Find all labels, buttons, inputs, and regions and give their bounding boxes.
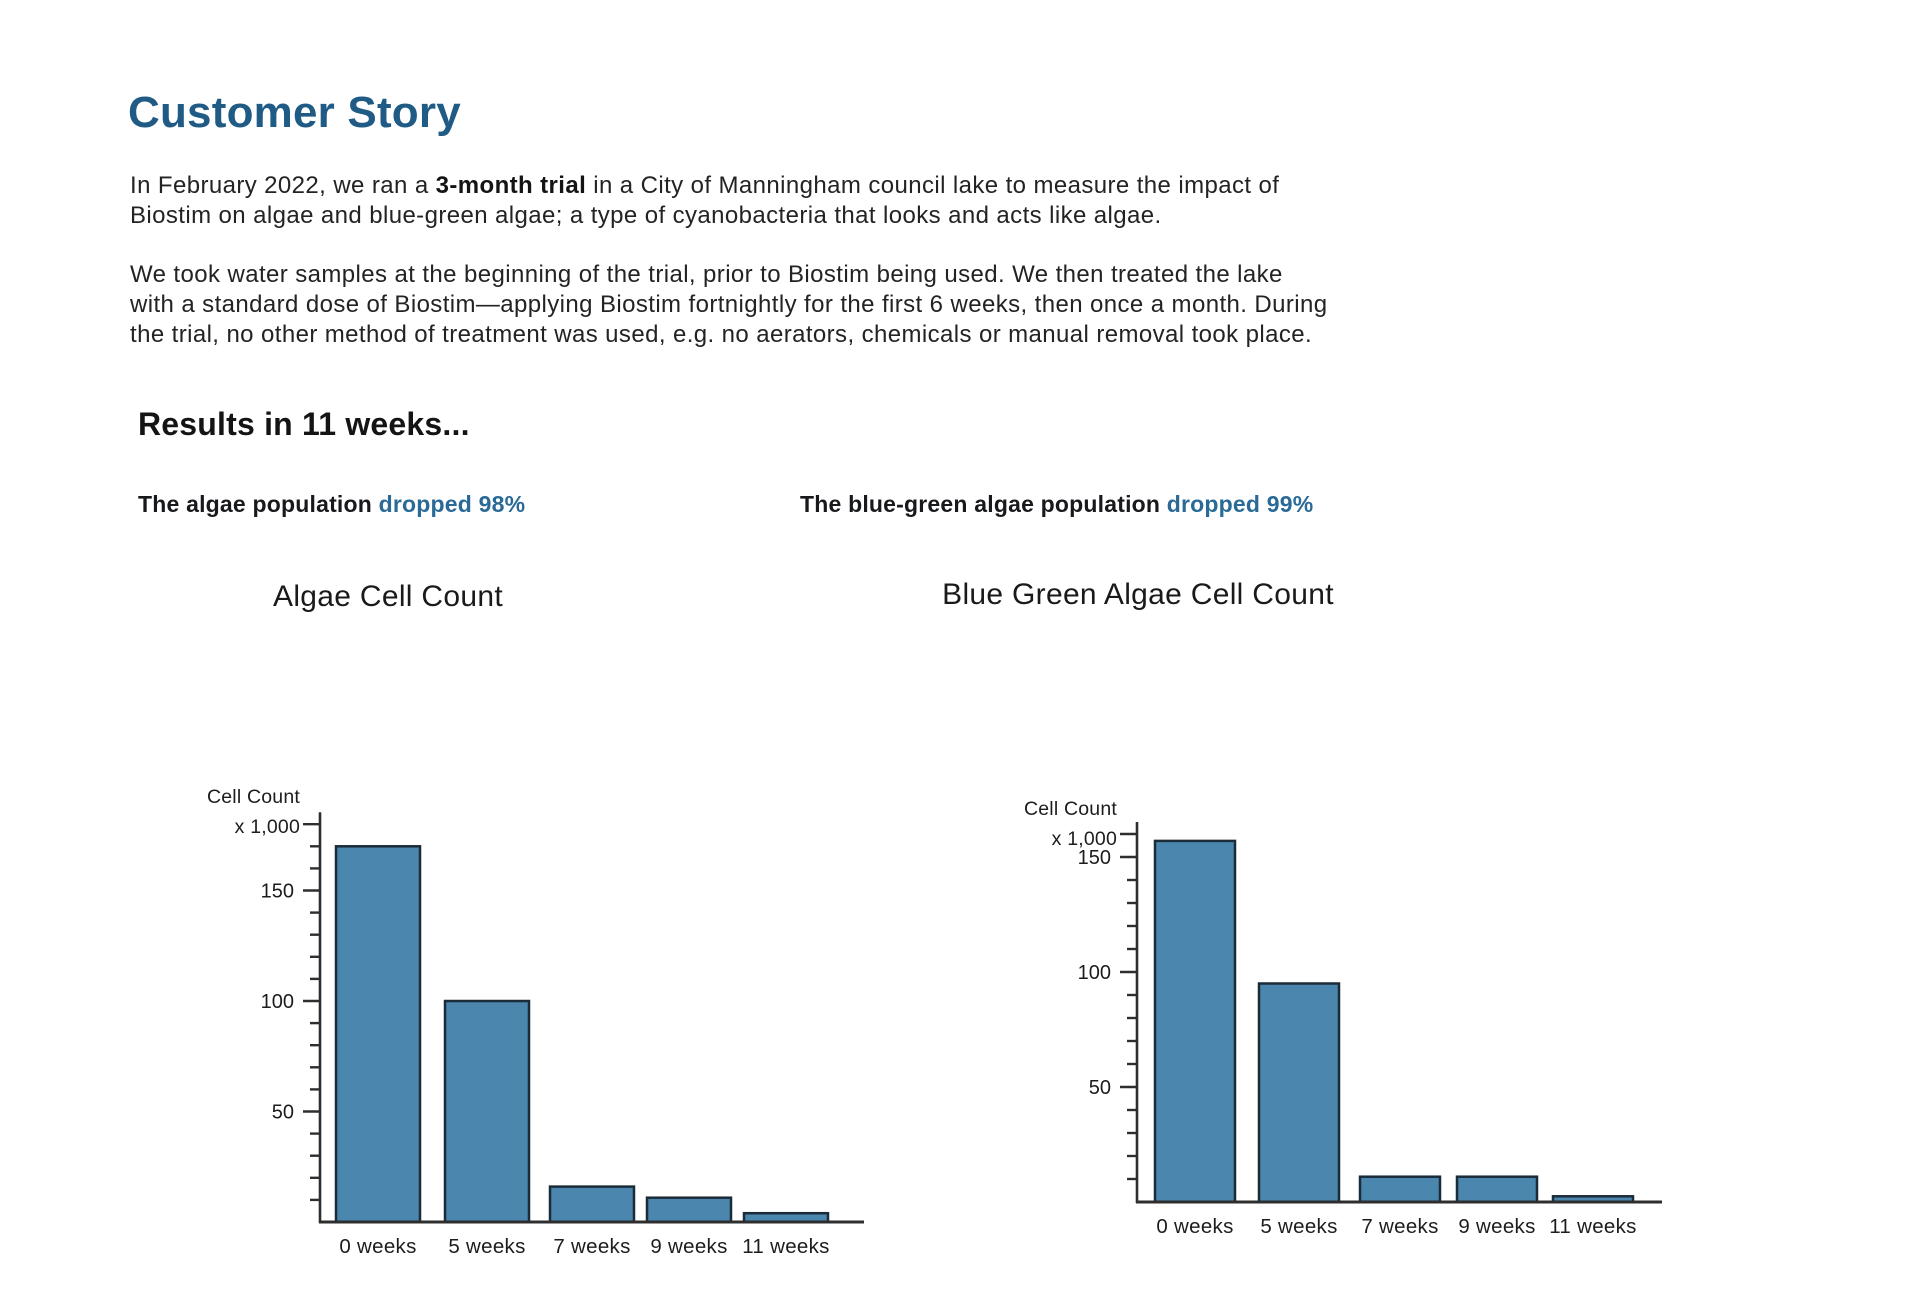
trial-line-1: We took water samples at the beginning o…	[130, 261, 1283, 288]
trial-line-3: the trial, no other method of treatment …	[130, 321, 1313, 348]
caption-blue-green-algae: The blue-green algae population dropped …	[800, 491, 1313, 518]
bar-0-weeks	[334, 845, 422, 1224]
intro-line1-bold: 3-month trial	[435, 172, 587, 199]
trial-paragraph: We took water samples at the beginning o…	[130, 260, 1328, 350]
intro-line-1: In February 2022, we ran a 3-month trial…	[130, 171, 1279, 201]
intro-line-2: Biostim on algae and blue-green algae; a…	[130, 202, 1162, 229]
intro-line1-before: In February 2022, we ran a	[130, 172, 436, 199]
caption-blue-green-prefix: The blue-green algae population	[800, 491, 1167, 517]
x-category-label: 9 weeks	[1458, 1215, 1535, 1238]
caption-algae-highlight: dropped 98%	[378, 491, 526, 517]
results-heading: Results in 11 weeks...	[138, 406, 470, 442]
chart-title-blue-green: Blue Green Algae Cell Count	[942, 578, 1334, 611]
caption-blue-green-highlight: dropped 99%	[1166, 491, 1314, 517]
caption-algae-prefix: The algae population	[138, 491, 379, 517]
y-axis-label-left-line2: x 1,000	[234, 816, 300, 838]
y-tick-label: 50	[272, 1102, 294, 1124]
bar-9-weeks	[1455, 1175, 1539, 1204]
y-tick-label: 150	[261, 881, 294, 903]
intro-line1-after: in a City of Manningham council lake to …	[586, 172, 1280, 199]
x-category-label: 5 weeks	[448, 1235, 525, 1258]
bar-0-weeks	[1153, 839, 1237, 1204]
x-category-label: 0 weeks	[339, 1235, 416, 1258]
x-category-label: 7 weeks	[553, 1235, 630, 1258]
bar-chart-blue-green-algae: 50 100 150 0 weeks 5 weeks 7 weeks 9 weeks 11 w…	[1078, 822, 1662, 1238]
y-tick-label: 100	[1078, 962, 1111, 984]
x-category-label: 11 weeks	[1549, 1215, 1636, 1238]
x-category-label: 11 weeks	[742, 1235, 829, 1258]
intro-paragraph: In February 2022, we ran a 3-month trial…	[130, 171, 1279, 231]
bar-7-weeks	[548, 1185, 636, 1224]
y-axis-label-left-line1: Cell Count	[206, 786, 300, 808]
chart-title-algae: Algae Cell Count	[273, 580, 503, 613]
y-tick-label: 50	[1089, 1077, 1111, 1099]
y-axis-label-left: Cell Count x 1,000	[180, 782, 300, 842]
y-axis-label-right-line2: x 1,000	[1051, 828, 1117, 850]
x-category-label: 7 weeks	[1361, 1215, 1438, 1238]
y-axis-label-right: Cell Count x 1,000	[997, 794, 1117, 854]
bar-5-weeks	[443, 999, 531, 1224]
y-tick-label: 150	[1078, 847, 1111, 869]
x-category-label: 9 weeks	[650, 1235, 727, 1258]
x-category-label: 0 weeks	[1156, 1215, 1233, 1238]
bar-9-weeks	[645, 1196, 733, 1224]
trial-line-2: with a standard dose of Biostim—applying…	[130, 291, 1328, 318]
y-axis-label-right-line1: Cell Count	[1023, 798, 1117, 820]
bar-chart-algae: 50 100 150 0 weeks 5 weeks 7 weeks 9 weeks 11 w…	[261, 812, 864, 1258]
bar-7-weeks	[1358, 1175, 1442, 1204]
page-title: Customer Story	[128, 88, 461, 137]
caption-algae: The algae population dropped 98%	[138, 491, 525, 518]
y-tick-label: 100	[261, 991, 294, 1013]
bar-5-weeks	[1257, 982, 1341, 1204]
x-category-label: 5 weeks	[1260, 1215, 1337, 1238]
